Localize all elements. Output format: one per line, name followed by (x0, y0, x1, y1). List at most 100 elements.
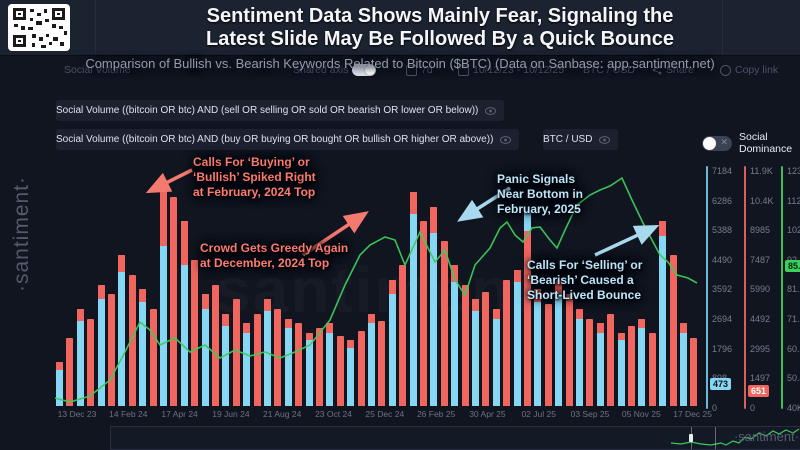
bar-cap (118, 255, 126, 273)
bar-cap (284, 318, 292, 329)
bearish-volume-bar (659, 221, 667, 406)
bearish-volume-bar (576, 308, 583, 406)
interval-control[interactable]: 7d (406, 64, 433, 76)
brush-handle-left[interactable] (689, 427, 693, 449)
banner-separator (95, 0, 96, 55)
bullish-volume-bar (170, 197, 178, 406)
side-watermark: ·santiment· (10, 175, 33, 293)
bearish-volume-bar (264, 299, 271, 406)
bearish-volume-bar (492, 308, 500, 406)
bar-cap (659, 221, 667, 236)
axis-tick-label: 123K (787, 166, 800, 176)
bar-cap (513, 269, 521, 283)
axis-tick-label: 6286 (712, 195, 733, 206)
bearish-volume-bar (617, 333, 625, 406)
annotation-short-bounce: Calls For ‘Selling’ or ‘Bearish’ Caused … (527, 258, 643, 302)
bar-cap (243, 323, 251, 334)
annotation-arrow-buying (145, 168, 193, 194)
tab-social-volume-label: Social Volume (64, 64, 131, 76)
bullish-volume-bar (586, 318, 594, 406)
page-title: Sentiment Data Shows Mainly Fear, Signal… (90, 5, 790, 51)
axis-tick-label: 5388 (712, 225, 733, 236)
x-axis-label: 13 Dec 23 (57, 409, 97, 419)
x-axis-label: 25 Dec 24 (365, 409, 405, 419)
bearish-volume-bar (201, 294, 209, 406)
x-axis-label: 05 Nov 25 (621, 409, 661, 419)
eye-icon[interactable] (500, 135, 512, 144)
social-dominance-toggle[interactable]: ✕ (702, 135, 732, 151)
bullish-volume-bar (357, 330, 365, 406)
axis-tick-label: 7184 (712, 166, 733, 176)
x-axis-labels: 13 Dec 23 14 Feb 24 17 Apr 24 19 Jun 24 21 A… (55, 409, 712, 421)
x-axis-label: 26 Feb 25 (416, 409, 456, 419)
bearish-volume-bar (680, 323, 687, 406)
bullish-volume-bar (399, 265, 407, 406)
eye-icon[interactable] (485, 106, 497, 115)
legend-btc-usd[interactable]: BTC / USD (543, 129, 619, 150)
axis-tick-label: 0 (712, 402, 718, 413)
bearish-volume-bar (243, 323, 251, 406)
axis-tick-label: 81.7K (787, 284, 800, 295)
shared-axis-label: Shared axis (293, 64, 349, 76)
bar-cap (492, 308, 500, 319)
axis-line (706, 166, 708, 409)
shared-axis-control[interactable]: Shared axis (293, 64, 377, 76)
timeline-preview[interactable]: ·santiment· (110, 426, 800, 450)
bearish-volume-bar (326, 323, 334, 406)
axis-tick-label: 112K (787, 195, 800, 206)
axis-tick-label: 4490 (712, 254, 733, 265)
bar-cap (430, 206, 438, 234)
bullish-volume-bar (461, 284, 469, 406)
bullish-volume-bar (482, 291, 490, 406)
bearish-volume-bar (222, 313, 230, 406)
bar-cap (56, 362, 63, 370)
annotation-crowd-greedy: Crowd Gets Greedy Again at December, 202… (200, 241, 349, 270)
axis-tick-label: 60.8K (787, 343, 800, 354)
axis-tick-label: 7487 (750, 254, 771, 265)
legend-bullish-label: Social Volume ((bitcoin OR btc) AND (buy… (56, 134, 494, 145)
bearish-volume-bar (160, 182, 167, 406)
bar-cap (596, 323, 604, 334)
axis-btc-usd: 123K 112K 102K 92.1K 81.7K 71.3K 60.8K 50.4K 40K… (781, 163, 800, 413)
x-axis-label: 19 Jun 24 (212, 409, 250, 419)
axis-tick-label: 0 (750, 402, 756, 413)
axis-tick-label: 102K (787, 225, 800, 236)
x-axis-label: 23 Oct 24 (315, 409, 352, 419)
x-axis-label: 17 Apr 24 (161, 409, 198, 419)
axis-bearish-social-volume: 71846286538844903592269417968980473 (706, 163, 742, 413)
brush-handle-right[interactable] (715, 427, 716, 449)
share-button[interactable]: Share (652, 64, 694, 76)
x-axis-label: 17 Dec 25 (673, 409, 712, 419)
current-value-badge: 85.2K (785, 260, 800, 272)
copy-link-button[interactable]: Copy link (720, 64, 778, 76)
axis-tick-label: 5990 (750, 284, 771, 295)
bar-cap (76, 308, 84, 321)
bar-cap (617, 333, 625, 341)
social-dominance-control[interactable]: ✕ Social Dominance (702, 131, 800, 155)
qr-code (8, 4, 70, 51)
bearish-volume-bar (139, 289, 147, 406)
annotation-arrow-bounce (594, 225, 660, 257)
interval-checkbox[interactable] (406, 64, 417, 76)
date-range-picker[interactable]: 10/12/23 - 10/12/25 (458, 64, 564, 76)
bullish-volume-bar (628, 325, 635, 406)
share-icon (652, 65, 662, 75)
pair-selector[interactable]: BTC / USD (583, 64, 635, 76)
axis-tick-label: 71.3K (787, 314, 800, 324)
bullish-volume-bar (524, 211, 531, 406)
shared-axis-toggle[interactable] (352, 64, 377, 76)
bar-cap (680, 323, 687, 334)
annotation-panic-signals: Panic Signals Near Bottom in February, 2… (497, 172, 584, 216)
bar-cap (472, 299, 479, 312)
legend-bullish[interactable]: Social Volume ((bitcoin OR btc) AND (buy… (56, 129, 520, 150)
bullish-volume-bar (503, 279, 511, 406)
legend-bearish[interactable]: Social Volume ((bitcoin OR btc) AND (sel… (56, 100, 505, 121)
eye-icon[interactable] (599, 135, 611, 144)
tab-social-volume[interactable]: Social Volume (64, 64, 131, 76)
bullish-volume-bar (544, 303, 552, 406)
chart-plot-area: santiment (55, 163, 700, 406)
legend-btc-usd-label: BTC / USD (543, 134, 593, 145)
brush-grip[interactable] (689, 434, 693, 442)
bar-cap (326, 323, 334, 334)
axis-tick-label: 2694 (712, 314, 733, 324)
